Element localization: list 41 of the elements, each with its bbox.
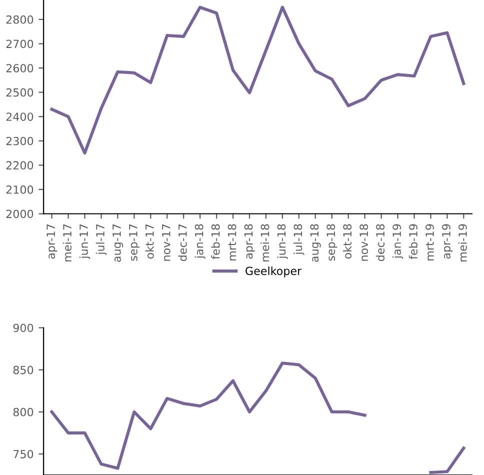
x-tick-label: mei-18 (260, 224, 270, 262)
x-tick-label: feb-18 (211, 224, 220, 260)
x-tick-label: dec-17 (178, 224, 187, 262)
x-tick-label: nov-17 (162, 224, 170, 261)
y-tick-label: 2800 (6, 15, 34, 24)
y-tick-label: 2100 (6, 185, 34, 194)
x-tick-label: jan-18 (194, 224, 206, 259)
y-tick-label: 2200 (6, 161, 34, 170)
x-tick-label: feb-19 (408, 224, 418, 260)
line-series (50, 6, 466, 155)
x-tick-label: sep-17 (129, 224, 140, 261)
y-tick-label: 2700 (6, 40, 34, 48)
x-tick-label: jul-17 (96, 224, 107, 256)
y-tick-label: 750 (14, 450, 34, 458)
x-tick-label: dec-18 (376, 224, 385, 262)
x-tick-label: aug-17 (112, 224, 124, 262)
y-tick-label: 2300 (6, 136, 34, 146)
x-tick-label: okt-18 (342, 224, 352, 259)
y-tick-label: 850 (13, 366, 34, 374)
x-tick-label: jan-19 (392, 224, 404, 259)
y-tick-label: 2500 (6, 88, 34, 97)
x-tick-label: jun-18 (277, 224, 288, 259)
y-tick-label: 2000 (6, 210, 34, 218)
y-tick-label: 800 (13, 408, 34, 416)
y-tick-label: 2400 (6, 112, 34, 121)
x-tick-label: mei-19 (458, 224, 467, 262)
x-tick-label: sep-18 (326, 224, 338, 261)
x-tick-label: nov-18 (360, 224, 368, 261)
x-tick-label: apr-18 (244, 224, 255, 259)
x-tick-label: jul-18 (294, 224, 304, 256)
x-tick-label: mei-17 (62, 224, 72, 262)
y-tick-label: 2600 (6, 64, 34, 72)
x-tick-label: apr-19 (442, 224, 453, 259)
y-tick-label: 900 (13, 324, 34, 332)
x-tick-label: okt-17 (145, 224, 154, 259)
x-tick-label: mrt-18 (228, 224, 236, 260)
legend-label: Geelkoper (246, 266, 302, 278)
x-tick-label: mrt-19 (426, 224, 434, 260)
x-tick-label: aug-18 (310, 224, 321, 262)
x-tick-label: jun-17 (79, 224, 90, 259)
x-tick-label: apr-17 (46, 224, 58, 259)
